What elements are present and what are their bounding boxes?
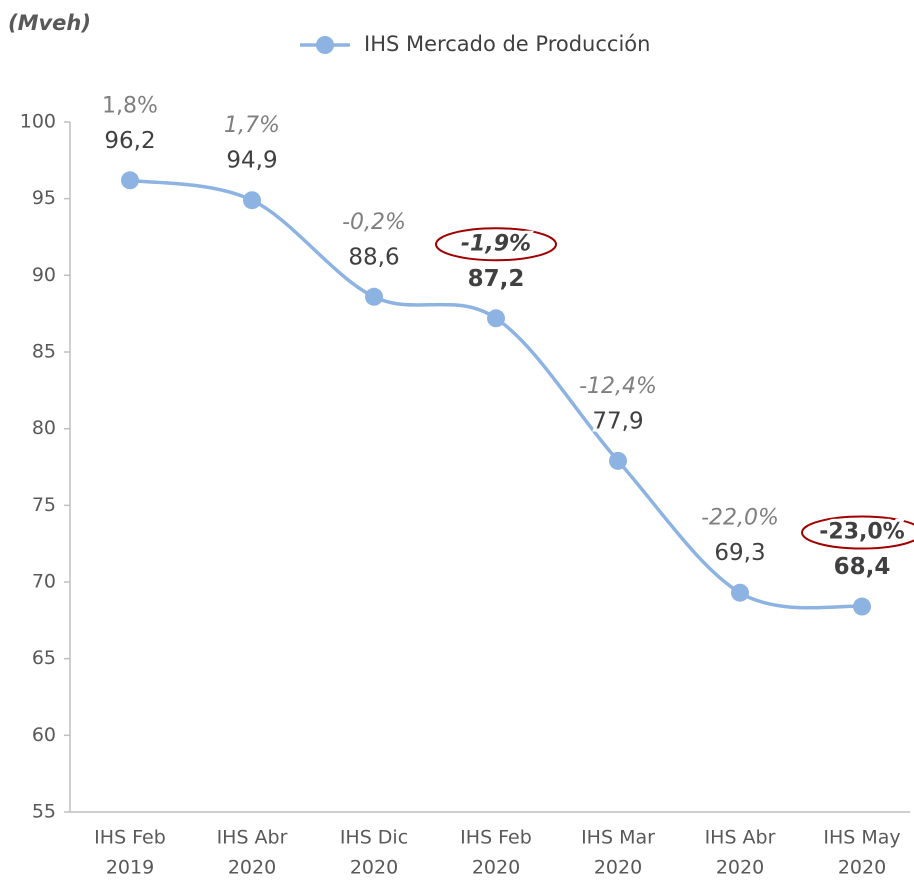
legend-marker xyxy=(316,36,334,54)
y-tick-label: 70 xyxy=(32,571,56,593)
data-point xyxy=(853,597,871,616)
y-tick-label: 80 xyxy=(32,417,56,439)
data-label: 77,9 xyxy=(592,408,643,434)
annotation: 1,7% xyxy=(224,113,280,138)
y-tick-label: 90 xyxy=(32,264,56,286)
x-tick-label: 2020 xyxy=(716,857,764,879)
highlight-ring xyxy=(801,515,914,550)
y-tick-label: 60 xyxy=(32,724,56,746)
data-label: 94,9 xyxy=(226,148,277,174)
data-label: 88,6 xyxy=(348,244,399,270)
data-point xyxy=(121,171,139,190)
data-point xyxy=(487,309,505,328)
data-point xyxy=(731,583,749,602)
x-tick-label: 2020 xyxy=(472,857,520,879)
annotation: -22,0% xyxy=(701,506,779,531)
y-tick-label: 85 xyxy=(32,341,56,363)
annotation: -23,0% xyxy=(819,520,904,545)
y-tick-label: 95 xyxy=(32,187,56,209)
x-tick-label: IHS Abr xyxy=(705,827,776,849)
x-tick-label: IHS Feb xyxy=(94,827,166,849)
data-point xyxy=(365,287,383,306)
y-tick-label: 75 xyxy=(32,494,56,516)
data-label: 96,2 xyxy=(104,128,155,154)
data-point xyxy=(243,191,261,210)
x-tick-label: IHS Abr xyxy=(217,827,288,849)
annotation: -1,9% xyxy=(461,231,531,256)
x-tick-label: 2020 xyxy=(228,857,276,879)
annotation: -12,4% xyxy=(579,374,657,399)
x-tick-label: 2020 xyxy=(838,857,886,879)
y-tick-label: 100 xyxy=(20,111,56,133)
annotation: -0,2% xyxy=(342,210,406,235)
x-tick-label: 2020 xyxy=(594,857,642,879)
y-axis-label: (Mveh) xyxy=(8,11,91,35)
x-tick-label: IHS May xyxy=(823,827,900,849)
x-tick-label: 2019 xyxy=(106,857,154,879)
data-label: 87,2 xyxy=(468,266,525,292)
data-label: 69,3 xyxy=(714,540,765,566)
x-tick-label: IHS Dic xyxy=(340,827,408,849)
legend-label: IHS Mercado de Producción xyxy=(364,32,650,56)
x-tick-label: IHS Mar xyxy=(581,827,655,849)
data-label: 68,4 xyxy=(834,554,891,580)
data-point xyxy=(609,451,627,470)
x-tick-label: IHS Feb xyxy=(460,827,532,849)
annotation: 1,8% xyxy=(102,93,158,118)
highlight-ring xyxy=(435,227,557,262)
x-tick-label: 2020 xyxy=(350,857,398,879)
y-tick-label: 65 xyxy=(32,647,56,669)
y-tick-label: 55 xyxy=(32,801,56,823)
